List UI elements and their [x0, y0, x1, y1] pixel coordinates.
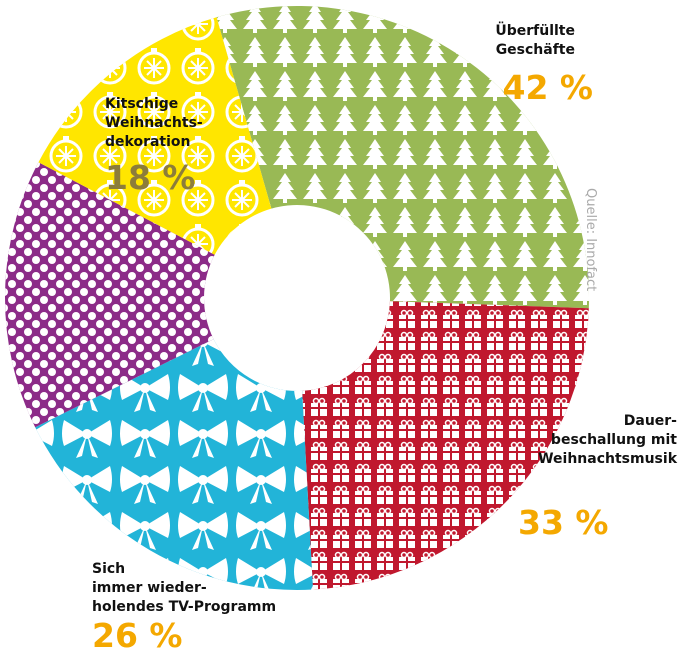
value-label: 42 %: [502, 68, 593, 107]
segment-pattern: [38, 17, 272, 255]
category-label: Kitschige Weihnachts- dekoration: [105, 96, 203, 150]
segment-pattern: [35, 339, 314, 590]
segment-pattern: [302, 301, 589, 590]
category-label: Sich immer wieder- holendes TV-Programm: [92, 561, 277, 615]
category-label: Überfüllte Geschäfte: [495, 23, 575, 58]
segment-pattern: [216, 6, 589, 309]
value-label: 18 %: [105, 158, 196, 197]
value-label: 33 %: [518, 503, 609, 542]
segment-pattern: [4, 162, 215, 428]
category-label: Dauer- beschallung mit Weihnachtsmusik: [538, 413, 677, 467]
source: Quelle: Innofact: [583, 188, 598, 292]
value-label: 26 %: [92, 616, 183, 655]
